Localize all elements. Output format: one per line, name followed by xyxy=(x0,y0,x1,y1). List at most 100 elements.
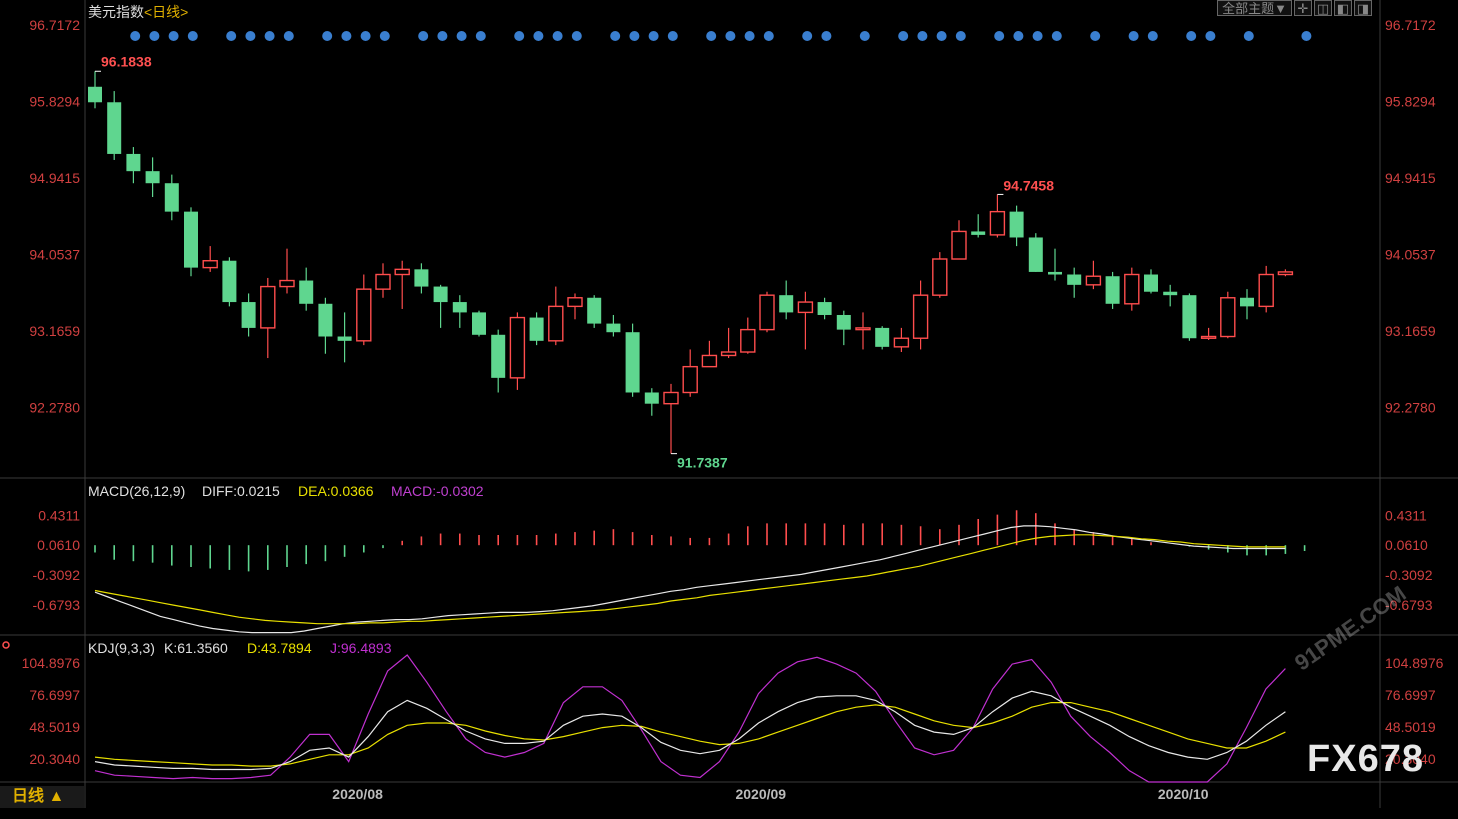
candle-body-down xyxy=(452,302,467,313)
candle-body-down xyxy=(337,336,352,341)
macd-ytick-right: 0.4311 xyxy=(1385,507,1427,523)
signal-dot xyxy=(994,31,1005,41)
signal-dot xyxy=(744,31,755,41)
kdj-ytick-left: 20.3040 xyxy=(29,751,80,767)
candle-body-down xyxy=(88,86,102,103)
candle-body-up xyxy=(912,294,929,339)
crosshair-icon[interactable]: ✛ xyxy=(1294,0,1312,16)
zoom-in-icon[interactable]: ◫ xyxy=(1314,0,1332,16)
signal-dot xyxy=(802,31,813,41)
signal-dot xyxy=(475,31,486,41)
macd-params: MACD(26,12,9) xyxy=(88,483,185,499)
candle-body-up xyxy=(394,268,410,276)
peak-annotation: 94.7458 xyxy=(1003,177,1054,193)
price-ytick-right: 95.8294 xyxy=(1385,93,1436,109)
macd-ytick-left: 0.4311 xyxy=(38,507,80,523)
candle-body-up xyxy=(759,294,775,331)
period-tab[interactable]: 日线 ▲ xyxy=(0,786,84,808)
panel-marker-icon xyxy=(2,641,10,649)
candle-body-up xyxy=(740,328,756,353)
zoom-out-icon[interactable]: ◧ xyxy=(1334,0,1352,16)
kdj-ytick-right: 104.8976 xyxy=(1385,655,1444,671)
signal-dot xyxy=(1205,31,1216,41)
signal-dot xyxy=(283,31,294,41)
kdj-params: KDJ(9,3,3) xyxy=(88,640,155,656)
macd-dea-label: DEA:0.0366 xyxy=(298,483,374,499)
price-ytick-left: 94.9415 xyxy=(29,170,80,186)
candle-body-down xyxy=(1028,237,1043,272)
signal-dot xyxy=(898,31,909,41)
signal-dot xyxy=(514,31,525,41)
signal-dot xyxy=(648,31,659,41)
candle-body-down xyxy=(1240,297,1254,307)
candle-body-up xyxy=(989,210,1006,236)
signal-dot xyxy=(322,31,333,41)
signal-dot xyxy=(168,31,179,41)
candle-body-up xyxy=(1124,273,1140,305)
signal-dot xyxy=(226,31,237,41)
candle-body-down xyxy=(241,302,256,328)
price-ytick-right: 93.1659 xyxy=(1385,323,1436,339)
signal-dot xyxy=(629,31,640,41)
candle-body-down xyxy=(145,171,160,184)
period-label[interactable]: <日线> xyxy=(144,4,189,20)
signal-dot xyxy=(955,31,966,41)
signal-dot xyxy=(1051,31,1062,41)
top-toolbar: 全部主题▼ ✛ ◫ ◧ ◨ xyxy=(1217,0,1372,18)
kdj-ytick-left: 48.5019 xyxy=(29,719,80,735)
candle-body-down xyxy=(625,332,640,393)
candle-body-down xyxy=(414,269,429,287)
candle-body-down xyxy=(1009,211,1024,238)
candle-body-up xyxy=(855,327,871,331)
candle-body-down xyxy=(184,211,198,268)
candle-body-up xyxy=(893,337,910,348)
candle-body-up xyxy=(260,285,276,329)
kdj-j-line xyxy=(94,654,1286,783)
candle-body-down xyxy=(433,286,448,303)
watermark-brand: FX678 xyxy=(1307,738,1424,780)
candle-body-up xyxy=(951,230,967,260)
candle-body-down xyxy=(1182,295,1197,339)
x-axis-label: 2020/10 xyxy=(1158,786,1209,802)
signal-dot xyxy=(821,31,832,41)
candle-body-down xyxy=(1163,291,1178,296)
signal-dot xyxy=(264,31,275,41)
x-axis-label: 2020/08 xyxy=(332,786,383,802)
signal-dot xyxy=(936,31,947,41)
theme-dropdown-button[interactable]: 全部主题▼ xyxy=(1217,0,1292,16)
signal-dot xyxy=(571,31,582,41)
signal-dot xyxy=(379,31,390,41)
candle-body-down xyxy=(875,327,890,347)
candle-body-down xyxy=(1048,271,1062,275)
macd-ytick-left: -0.3092 xyxy=(33,567,81,583)
kdj-d-label: D:43.7894 xyxy=(247,640,312,656)
macd-ytick-right: -0.6793 xyxy=(1385,597,1433,613)
signal-dot xyxy=(187,31,198,41)
signal-dot xyxy=(149,31,160,41)
kdj-ytick-right: 48.5019 xyxy=(1385,719,1436,735)
candle-body-down xyxy=(529,317,544,341)
candle-body-down xyxy=(1105,276,1120,304)
kdj-k-line xyxy=(94,690,1286,771)
signal-dot xyxy=(533,31,544,41)
candle-body-up xyxy=(797,301,814,314)
candle-body-down xyxy=(107,102,122,154)
x-axis-label: 2020/09 xyxy=(735,786,786,802)
candle-body-down xyxy=(1144,274,1158,292)
signal-dot xyxy=(130,31,141,41)
candle-body-down xyxy=(1067,274,1082,285)
scroll-icon[interactable]: ◨ xyxy=(1354,0,1372,16)
candle-body-up xyxy=(548,305,564,342)
price-ytick-left: 96.7172 xyxy=(29,17,80,33)
macd-ytick-right: -0.3092 xyxy=(1385,567,1433,583)
chart-title: 美元指数<日线> xyxy=(88,2,188,22)
candle-body-up xyxy=(1200,335,1217,339)
signal-dot xyxy=(1301,31,1312,41)
kdj-k-label: K:61.3560 xyxy=(164,640,228,656)
kdj-ytick-left: 104.8976 xyxy=(22,655,81,671)
candle-body-down xyxy=(971,231,986,235)
price-ytick-right: 94.9415 xyxy=(1385,170,1436,186)
candle-body-down xyxy=(472,312,486,335)
candle-body-down xyxy=(318,303,333,337)
kdj-ytick-right: 76.6997 xyxy=(1385,687,1436,703)
